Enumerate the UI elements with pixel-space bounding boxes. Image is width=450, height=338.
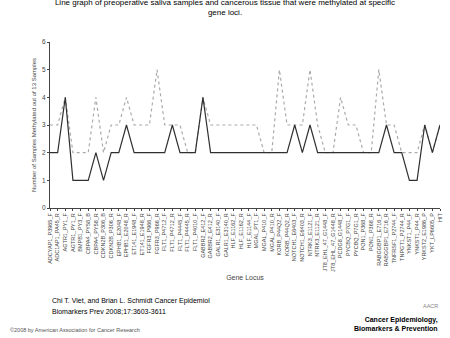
svg-text:YKT_LP6605_P: YKT_LP6605_P [429, 213, 435, 253]
svg-text:FLT1_P4712_R: FLT1_P4712_R [169, 213, 175, 251]
svg-text:PYCBQ_P7G1_R: PYCBQ_P7G1_R [353, 213, 359, 256]
svg-text:YNKST1_P44_R: YNKST1_P44_R [414, 213, 420, 254]
svg-text:FGFR3_P966_R: FGFR3_P966_R [154, 213, 160, 254]
svg-text:PCDG8_G1448_F: PCDG8_G1448_F [337, 213, 343, 259]
svg-text:RABGGBP1_E716_R: RABGGBP1_E716_R [383, 213, 389, 266]
svg-text:RABGGBP1_E716_F: RABGGBP1_E716_F [376, 213, 382, 266]
svg-text:©2008 by American Association: ©2008 by American Association for Cancer… [10, 327, 140, 333]
svg-text:FLT1_P4712_F: FLT1_P4712_F [161, 213, 167, 251]
svg-text:AACR: AACR [423, 303, 438, 309]
svg-text:Cancer Epidemiology,Biomarkers: Cancer Epidemiology,Biomarkers & Prevent… [354, 316, 438, 332]
svg-text:NTRK3_E1121_R: NTRK3_E1121_R [314, 213, 320, 257]
svg-text:6: 6 [42, 38, 46, 45]
svg-text:2: 2 [42, 149, 46, 156]
svg-text:FLT1_P4445_F: FLT1_P4445_F [177, 213, 183, 251]
svg-text:MGAL_P410_F: MGAL_P410_F [261, 213, 267, 252]
svg-text:CDKN2B_P306_R: CDKN2B_P306_R [108, 213, 114, 258]
svg-text:PYCBQ_P7G1_F: PYCBQ_P7G1_F [345, 213, 351, 256]
svg-text:CBPA4_PY58_R: CBPA4_PY58_R [93, 213, 99, 254]
svg-text:Number of Samples Methylated o: Number of Samples Methylated out of 13 S… [31, 58, 37, 192]
svg-text:GABBR2_E412_F: GABBR2_E412_F [200, 213, 206, 258]
svg-text:GABBR2_E412_R: GABBR2_E412_R [207, 213, 213, 258]
svg-text:FLT1_P4010_F: FLT1_P4010_F [192, 213, 198, 251]
svg-text:JT8_EHL_47_G1448_R: JT8_EHL_47_G1448_R [330, 213, 336, 272]
svg-text:PON1_P368_F: PON1_P368_F [360, 213, 366, 251]
svg-text:HLF_E1144_F: HLF_E1144_F [246, 213, 252, 249]
svg-text:MGAL_PT1_F: MGAL_PT1_F [253, 213, 259, 249]
svg-text:FLT1_P4445_R: FLT1_P4445_R [184, 213, 190, 251]
svg-text:ADC1AP1_PA45_R: ADC1AP1_PA45_R [54, 213, 60, 261]
svg-text:GALR1_E3140_R: GALR1_E3140_R [223, 213, 229, 257]
svg-text:KORB_P44Q2_R: KORB_P44Q2_R [284, 213, 290, 256]
svg-text:FGFR3_P966_F: FGFR3_P966_F [146, 213, 152, 254]
svg-text:NTRK3_E1121_F: NTRK3_E1121_F [307, 213, 313, 257]
svg-text:AGTR1_PY1_R: AGTR1_PY1_R [70, 213, 76, 252]
svg-text:3: 3 [42, 121, 46, 128]
svg-text:Chi T. Viet, and Brian L. Schm: Chi T. Viet, and Brian L. Schmidt Cancer… [52, 297, 210, 305]
svg-text:ET141_E1948_F: ET141_E1948_F [131, 213, 137, 255]
svg-text:GALR1_E3140_F: GALR1_E3140_F [215, 213, 221, 257]
svg-text:TNPGT1_P2744_R: TNPGT1_P2744_R [399, 213, 405, 261]
svg-text:PON1_P368_R: PON1_P368_R [368, 213, 374, 251]
svg-text:EPHB1_E2048_F: EPHB1_E2048_F [116, 213, 122, 257]
svg-text:YNKST1_P44_F: YNKST1_P44_F [406, 213, 412, 254]
svg-text:BMPB1_PY3_F: BMPB1_PY3_F [77, 213, 83, 252]
svg-text:HIT: HIT [437, 213, 443, 223]
svg-text:NOTCH1_E6403_F: NOTCH1_E6403_F [291, 213, 297, 262]
svg-text:CBPA4_PY58_B: CBPA4_PY58_B [85, 213, 91, 254]
svg-text:TNFRSF1_P2744_F: TNFRSF1_P2744_F [391, 213, 397, 264]
svg-text:AGTR1_PY1_F: AGTR1_PY1_F [62, 213, 68, 252]
svg-text:JT8_EHL_47_G1448_F: JT8_EHL_47_G1448_F [322, 213, 328, 272]
svg-text:NOTCH1_E6403_R: NOTCH1_E6403_R [299, 213, 305, 262]
svg-text:MGAL_P410_R: MGAL_P410_R [269, 213, 275, 252]
svg-text:Gene Locus: Gene Locus [226, 274, 264, 281]
svg-text:4: 4 [42, 94, 46, 101]
svg-text:Line graph of preoperative sal: Line graph of preoperative saliva sample… [55, 0, 395, 17]
svg-text:CDKN2B_P306_B: CDKN2B_P306_B [100, 213, 106, 258]
svg-text:HLF_E1162_F: HLF_E1162_F [230, 213, 236, 249]
svg-text:ADCYAP1_P3965_F: ADCYAP1_P3965_F [47, 213, 53, 264]
svg-text:KORB_P44Q2_F: KORB_P44Q2_F [276, 213, 282, 256]
svg-text:HLF_E1162_R: HLF_E1162_R [238, 213, 244, 249]
svg-text:1: 1 [42, 177, 46, 184]
svg-text:0: 0 [42, 204, 46, 211]
svg-text:Biomarkers Prev 2008;17:3603-3: Biomarkers Prev 2008;17:3603-3611 [52, 308, 166, 315]
svg-text:5: 5 [42, 66, 46, 73]
svg-text:ET141_E1948_R: ET141_E1948_R [139, 213, 145, 255]
svg-text:YRKST2_E1986_P: YRKST2_E1986_P [421, 213, 427, 260]
svg-text:EPHB1_E2048_R: EPHB1_E2048_R [123, 213, 129, 257]
